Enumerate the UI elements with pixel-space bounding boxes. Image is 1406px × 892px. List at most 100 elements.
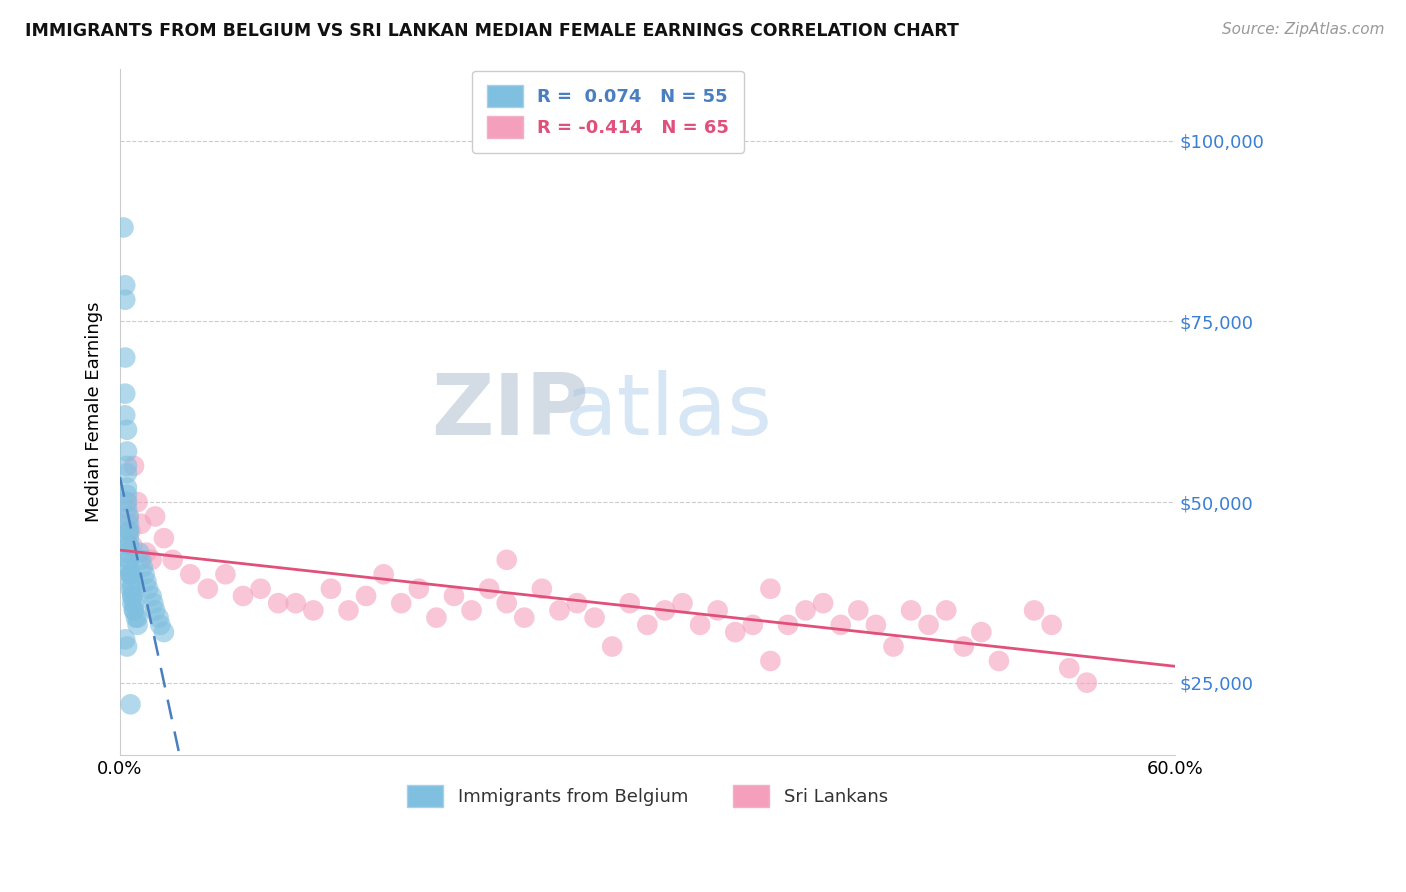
Point xyxy=(122,596,145,610)
Point xyxy=(120,567,142,582)
Point xyxy=(115,458,138,473)
Point xyxy=(141,589,163,603)
Point xyxy=(337,603,360,617)
Point xyxy=(759,582,782,596)
Point xyxy=(776,618,799,632)
Point xyxy=(120,567,142,582)
Point xyxy=(952,640,974,654)
Point xyxy=(128,546,150,560)
Point xyxy=(114,293,136,307)
Point xyxy=(846,603,869,617)
Text: atlas: atlas xyxy=(564,370,772,453)
Point xyxy=(759,654,782,668)
Point xyxy=(495,596,517,610)
Legend: Immigrants from Belgium, Sri Lankans: Immigrants from Belgium, Sri Lankans xyxy=(399,778,896,814)
Point xyxy=(121,596,143,610)
Point xyxy=(636,618,658,632)
Point xyxy=(513,610,536,624)
Point xyxy=(249,582,271,596)
Point xyxy=(120,524,142,538)
Point xyxy=(115,495,138,509)
Point xyxy=(118,560,141,574)
Point xyxy=(478,582,501,596)
Point xyxy=(214,567,236,582)
Point xyxy=(179,567,201,582)
Point xyxy=(118,553,141,567)
Point xyxy=(114,351,136,365)
Point xyxy=(115,640,138,654)
Point xyxy=(741,618,763,632)
Point xyxy=(125,610,148,624)
Point xyxy=(319,582,342,596)
Point xyxy=(460,603,482,617)
Point xyxy=(122,603,145,617)
Point xyxy=(373,567,395,582)
Point xyxy=(284,596,307,610)
Point xyxy=(115,502,138,516)
Y-axis label: Median Female Earnings: Median Female Earnings xyxy=(86,301,103,522)
Point xyxy=(267,596,290,610)
Point xyxy=(302,603,325,617)
Point xyxy=(900,603,922,617)
Point xyxy=(654,603,676,617)
Point xyxy=(148,610,170,624)
Point xyxy=(882,640,904,654)
Point xyxy=(143,603,166,617)
Point xyxy=(114,278,136,293)
Point xyxy=(115,488,138,502)
Point xyxy=(143,509,166,524)
Point xyxy=(935,603,957,617)
Point xyxy=(495,553,517,567)
Point xyxy=(135,546,157,560)
Point xyxy=(115,495,138,509)
Point xyxy=(389,596,412,610)
Point xyxy=(600,640,623,654)
Point xyxy=(565,596,588,610)
Point xyxy=(830,618,852,632)
Point xyxy=(153,531,176,545)
Point xyxy=(121,589,143,603)
Point xyxy=(354,589,377,603)
Point xyxy=(120,567,142,582)
Point xyxy=(153,625,176,640)
Point xyxy=(120,582,142,596)
Point xyxy=(118,553,141,567)
Point xyxy=(1022,603,1045,617)
Point xyxy=(1057,661,1080,675)
Text: IMMIGRANTS FROM BELGIUM VS SRI LANKAN MEDIAN FEMALE EARNINGS CORRELATION CHART: IMMIGRANTS FROM BELGIUM VS SRI LANKAN ME… xyxy=(25,22,959,40)
Point xyxy=(118,516,141,531)
Point xyxy=(121,538,143,552)
Point xyxy=(162,553,184,567)
Point xyxy=(120,574,142,589)
Point xyxy=(724,625,747,640)
Point xyxy=(197,582,219,596)
Point xyxy=(115,466,138,480)
Text: Source: ZipAtlas.com: Source: ZipAtlas.com xyxy=(1222,22,1385,37)
Point xyxy=(689,618,711,632)
Point xyxy=(987,654,1010,668)
Point xyxy=(129,516,152,531)
Point xyxy=(141,553,163,567)
Point xyxy=(118,509,141,524)
Point xyxy=(811,596,834,610)
Point xyxy=(114,386,136,401)
Point xyxy=(671,596,693,610)
Point xyxy=(118,524,141,538)
Point xyxy=(120,698,142,712)
Point xyxy=(619,596,641,610)
Point xyxy=(706,603,728,617)
Point xyxy=(408,582,430,596)
Point xyxy=(118,524,141,538)
Point xyxy=(118,531,141,545)
Point xyxy=(112,220,135,235)
Point xyxy=(149,618,172,632)
Point xyxy=(129,553,152,567)
Point xyxy=(443,589,465,603)
Point xyxy=(865,618,887,632)
Point xyxy=(530,582,553,596)
Point xyxy=(970,625,993,640)
Point xyxy=(118,546,141,560)
Point xyxy=(115,423,138,437)
Point xyxy=(548,603,571,617)
Point xyxy=(114,632,136,647)
